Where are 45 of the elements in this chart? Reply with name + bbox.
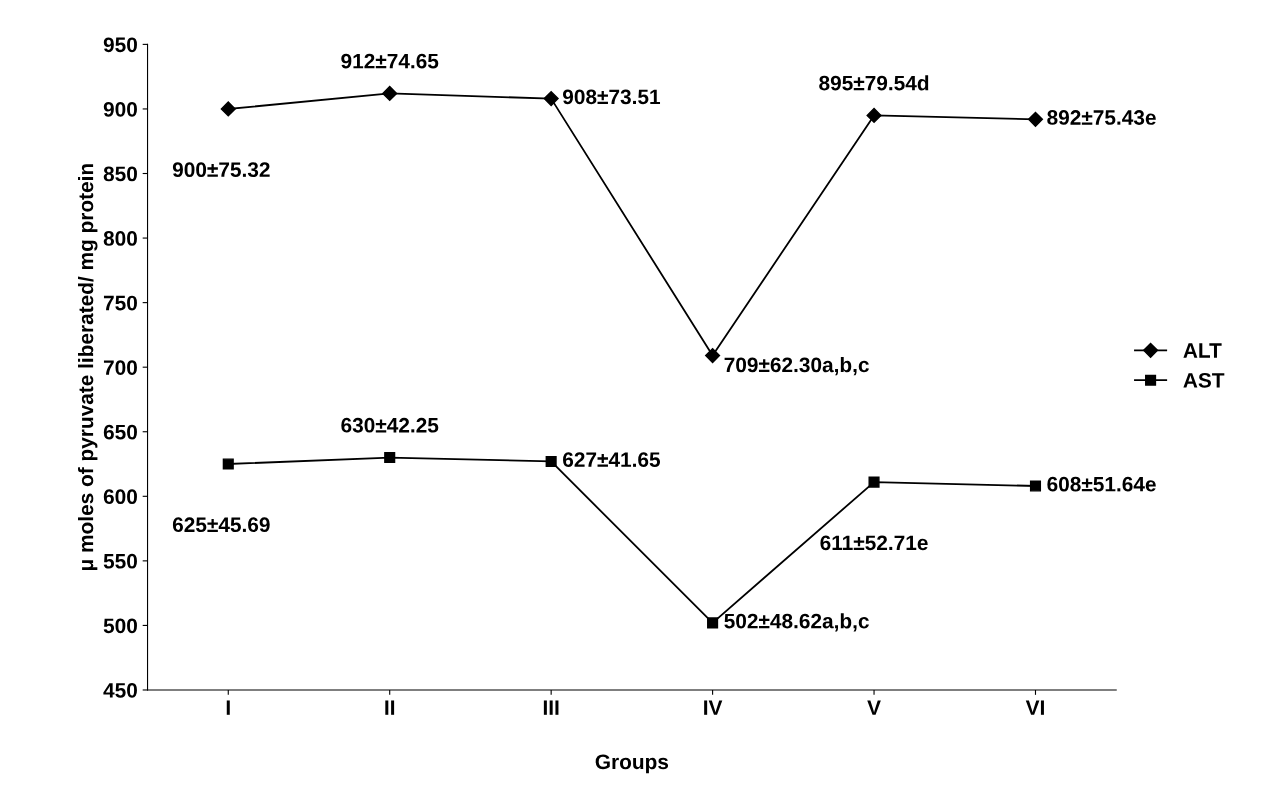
y-tick-label: 700: [103, 360, 137, 375]
point: [220, 101, 236, 117]
x-tick-label: II: [385, 700, 395, 715]
x-tick-label: I: [226, 700, 230, 715]
point: [1029, 480, 1042, 492]
point: [222, 458, 234, 470]
data-label: 611±52.71e: [820, 535, 928, 551]
data-label: 892±75.43e: [1047, 110, 1156, 125]
data-label: 630±42.25: [341, 417, 439, 433]
y-tick-label: 850: [103, 166, 137, 182]
data-label: 709±62.30a,b,c: [724, 356, 869, 376]
point: [1027, 111, 1044, 127]
x-axis-title: Groups: [595, 754, 669, 774]
point: [545, 455, 557, 467]
y-tick-label: 800: [103, 231, 137, 246]
y-tick-label: 900: [103, 101, 137, 117]
point: [705, 347, 721, 364]
x-tick-label: III: [543, 700, 559, 715]
y-tick-label: 650: [103, 424, 137, 440]
data-label: 895±79.54d: [819, 75, 929, 91]
y-tick-label: 500: [103, 618, 137, 634]
point: [384, 452, 396, 464]
point: [866, 107, 882, 123]
point: [868, 476, 880, 488]
x-tick-label: V: [867, 700, 881, 715]
data-label: 900±75.32: [172, 162, 270, 178]
y-tick-label: 550: [103, 553, 137, 569]
data-label: 608±51.64e: [1047, 476, 1156, 492]
y-tick-label: 950: [103, 37, 137, 53]
y-tick-label: 600: [103, 489, 137, 505]
x-tick-label: IV: [704, 700, 723, 715]
data-label: 502±48.62a,b,c: [724, 613, 869, 632]
data-label: 908±73.51: [562, 89, 661, 105]
point: [543, 91, 559, 107]
point: [382, 85, 398, 102]
data-label: 912±74.65: [341, 53, 439, 69]
x-tick-label: VI: [1025, 700, 1044, 715]
point: [707, 617, 719, 629]
legend-label: ALT: [1183, 343, 1222, 358]
data-label: 627±41.65: [563, 452, 661, 468]
data-label: 625±45.69: [172, 517, 270, 533]
y-axis-title: μ moles of pyruvate liberated/ mg protein: [78, 164, 98, 571]
y-tick-label: 450: [103, 682, 137, 698]
legend-label: AST: [1183, 372, 1225, 388]
y-tick-label: 750: [103, 295, 137, 311]
